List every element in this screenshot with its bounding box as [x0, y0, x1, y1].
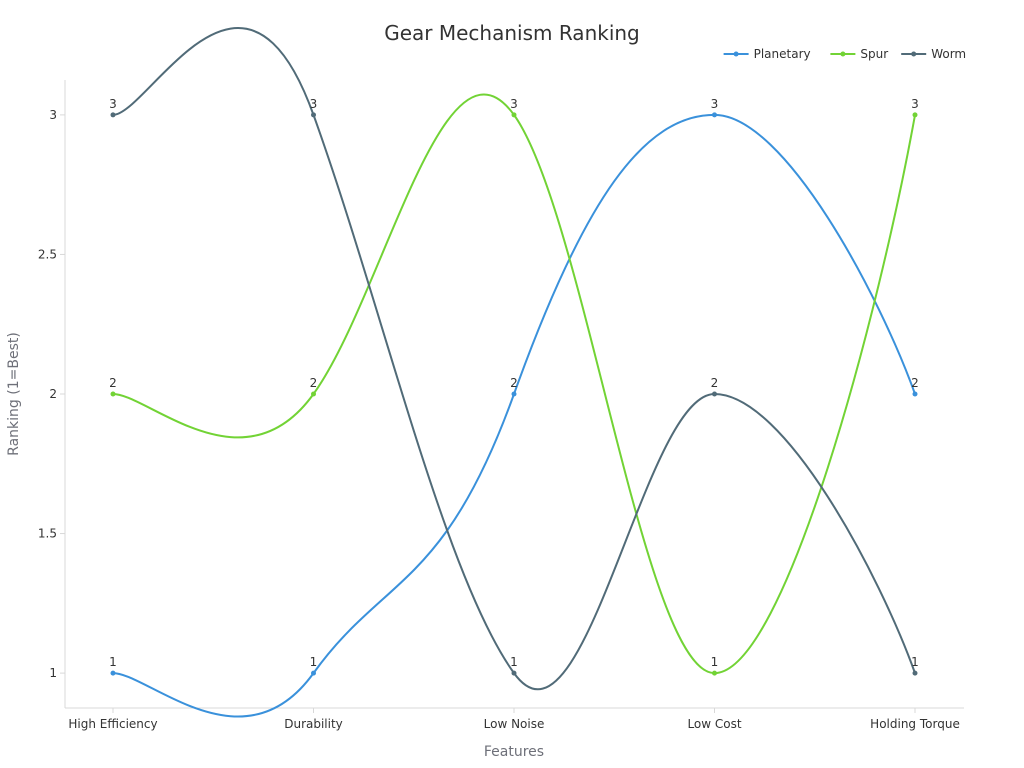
legend-item-planetary[interactable]: Planetary — [723, 47, 811, 61]
y-tick-label: 1 — [49, 666, 57, 680]
y-tick-label: 3 — [49, 108, 57, 122]
data-label-spur: 3 — [911, 97, 919, 111]
series-points — [110, 112, 918, 676]
data-point-spur[interactable] — [912, 112, 918, 118]
legend-item-spur[interactable]: Spur — [830, 47, 888, 61]
data-point-spur[interactable] — [511, 112, 517, 118]
series-line-planetary — [112, 113, 916, 718]
x-tick-label: Low Cost — [687, 717, 741, 731]
y-tick-label: 1.5 — [38, 527, 57, 541]
data-label-planetary: 2 — [510, 376, 518, 390]
data-point-worm[interactable] — [110, 112, 116, 118]
data-point-spur[interactable] — [311, 391, 316, 397]
legend-marker — [733, 51, 739, 57]
data-point-worm[interactable] — [311, 112, 316, 118]
data-point-planetary[interactable] — [511, 391, 517, 397]
series-lines — [112, 27, 916, 718]
x-axis-title: Features — [484, 744, 544, 760]
data-label-spur: 3 — [510, 97, 518, 111]
series-line-spur — [112, 93, 916, 675]
legend-marker — [911, 51, 917, 57]
data-label-spur: 2 — [310, 376, 318, 390]
data-label-worm: 3 — [109, 97, 117, 111]
data-label-planetary: 3 — [711, 97, 719, 111]
legend-label: Spur — [860, 47, 888, 61]
data-label-planetary: 1 — [310, 655, 318, 669]
data-point-worm[interactable] — [912, 670, 918, 676]
data-point-planetary[interactable] — [912, 391, 918, 397]
y-axis-ticks: 1 1.5 2 2.5 3 — [38, 108, 65, 680]
data-label-worm: 2 — [711, 376, 719, 390]
data-label-worm: 1 — [510, 655, 518, 669]
y-axis-title: Ranking (1=Best) — [6, 332, 22, 456]
series-line-worm — [112, 27, 916, 691]
chart-title: Gear Mechanism Ranking — [384, 21, 640, 45]
data-point-planetary[interactable] — [712, 112, 717, 118]
data-point-spur[interactable] — [712, 670, 717, 676]
data-label-planetary: 2 — [911, 376, 919, 390]
data-point-planetary[interactable] — [110, 670, 116, 676]
x-tick-label: Durability — [284, 717, 343, 731]
x-tick-label: High Efficiency — [68, 717, 157, 731]
data-point-worm[interactable] — [712, 391, 717, 397]
legend[interactable]: Planetary Spur Worm — [723, 47, 967, 61]
y-tick-label: 2 — [49, 387, 57, 401]
data-label-planetary: 1 — [109, 655, 117, 669]
data-point-worm[interactable] — [511, 670, 517, 676]
y-tick-label: 2.5 — [38, 247, 57, 261]
data-label-spur: 1 — [711, 655, 719, 669]
data-label-worm: 1 — [911, 655, 919, 669]
legend-item-worm[interactable]: Worm — [901, 47, 966, 61]
data-label-worm: 3 — [310, 97, 318, 111]
legend-marker — [840, 51, 846, 57]
data-point-spur[interactable] — [110, 391, 116, 397]
legend-label: Planetary — [754, 47, 811, 61]
series-data-labels: 1 1 2 3 2 2 2 3 1 3 3 3 1 2 1 — [109, 97, 919, 669]
x-tick-label: Holding Torque — [870, 717, 960, 731]
x-tick-label: Low Noise — [484, 717, 545, 731]
data-point-planetary[interactable] — [311, 670, 316, 676]
legend-label: Worm — [931, 47, 966, 61]
data-label-spur: 2 — [109, 376, 117, 390]
x-axis-ticks: High Efficiency Durability Low Noise Low Co… — [68, 708, 960, 731]
